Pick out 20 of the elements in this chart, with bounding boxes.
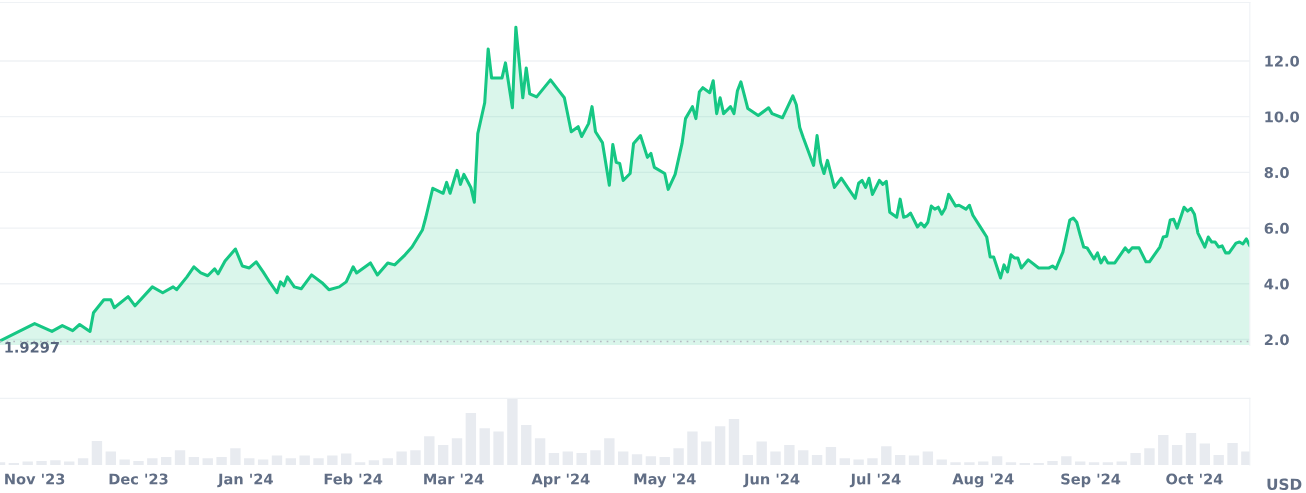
x-tick-label: Oct '24 xyxy=(1166,473,1223,485)
y-tick-label: 2.0 xyxy=(1264,334,1289,346)
x-tick-label: Apr '24 xyxy=(531,473,590,488)
y-tick-label: 8.0 xyxy=(1264,167,1289,179)
y-tick-label: 6.0 xyxy=(1264,222,1289,234)
x-tick-label: Jul '24 xyxy=(849,473,901,488)
ref-line-label: 1.9297 xyxy=(5,341,59,353)
x-tick-label: Feb '24 xyxy=(324,473,383,485)
y-tick-label: 12.0 xyxy=(1265,55,1300,67)
y-tick-label: 10.0 xyxy=(1265,111,1300,123)
x-tick-label: May '24 xyxy=(634,473,696,488)
x-tick-label: Jan '24 xyxy=(217,473,273,488)
x-tick-label: Nov '23 xyxy=(5,473,65,485)
x-tick-label: Jun '24 xyxy=(743,473,800,488)
x-tick-label: Sep '24 xyxy=(1061,473,1121,488)
x-tick-label: Dec '23 xyxy=(109,473,168,485)
x-tick-label: Aug '24 xyxy=(952,473,1014,488)
y-tick-label: 4.0 xyxy=(1264,278,1289,290)
y-axis-title: USD xyxy=(1267,478,1302,491)
x-tick-label: Mar '24 xyxy=(424,473,484,485)
